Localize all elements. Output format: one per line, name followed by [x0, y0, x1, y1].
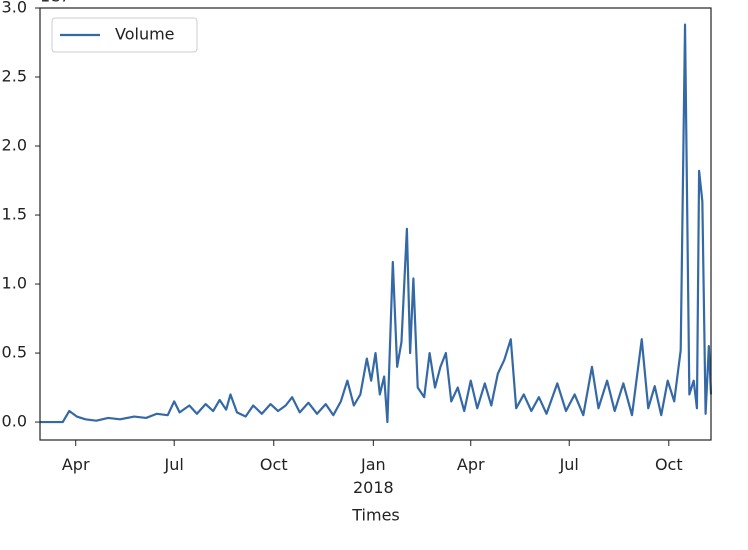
y-tick-label: 2.5 — [2, 67, 27, 86]
x-tick-label: Apr — [62, 455, 90, 474]
line — [40, 23, 713, 424]
offset-text: 1e7 — [40, 0, 70, 6]
y-tick-label: 0.0 — [2, 412, 27, 431]
y-tick-label: 1.5 — [2, 205, 27, 224]
y-tick-label: 1.0 — [2, 274, 27, 293]
x-tick-label: Jul — [164, 455, 184, 474]
x-tick-label: Oct — [655, 455, 683, 474]
legend-box — [51, 17, 198, 53]
plot-frame — [39, 7, 712, 441]
y-tick-label: 0.5 — [2, 343, 27, 362]
y-tick-label: 3.0 — [2, 0, 27, 17]
legend: Volume — [51, 17, 198, 53]
x-tick-label: Apr — [457, 455, 485, 474]
x-tick-label: Jan 2018 — [353, 455, 394, 497]
legend-label: Volume — [115, 25, 175, 44]
x-tick-label: Oct — [260, 455, 288, 474]
x-axis-label: Times — [351, 506, 400, 525]
x-tick-label: Jul — [559, 455, 579, 474]
y-tick-label: 2.0 — [2, 136, 27, 155]
